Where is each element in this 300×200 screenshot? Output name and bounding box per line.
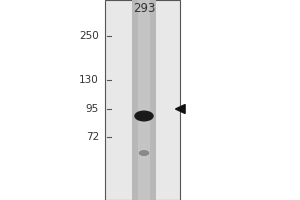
Text: 293: 293 [133,2,155,16]
Polygon shape [176,105,185,113]
Bar [132,0,156,200]
Ellipse shape [134,110,154,121]
Text: 72: 72 [86,132,99,142]
Text: 130: 130 [79,75,99,85]
Bar [105,0,180,200]
Ellipse shape [139,150,149,156]
Text: 95: 95 [86,104,99,114]
Bar [138,0,150,200]
Text: 250: 250 [79,31,99,41]
